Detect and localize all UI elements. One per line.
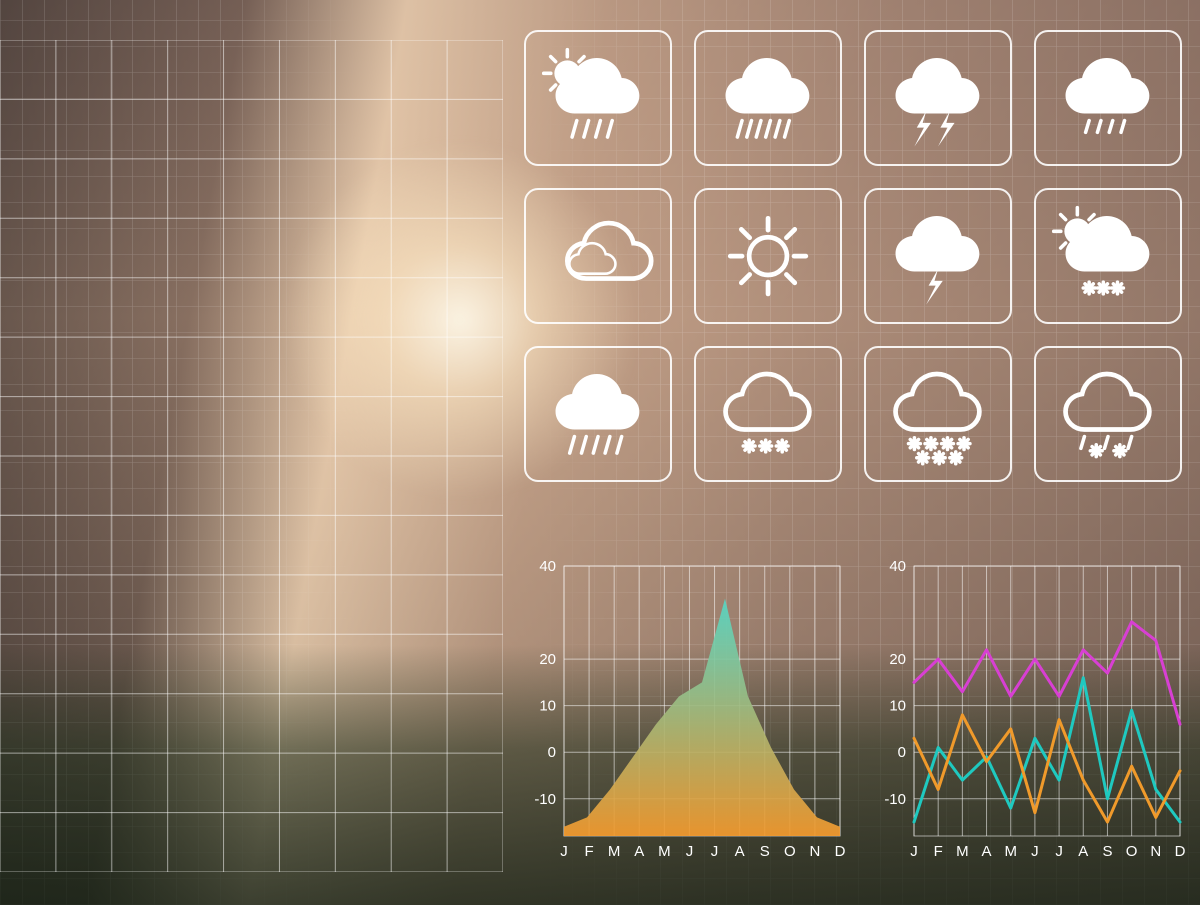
svg-text:O: O — [784, 843, 796, 860]
svg-text:D: D — [835, 843, 846, 860]
canvas: -100102040JFMAMJJASOND -100102040JFMAMJJ… — [0, 0, 1200, 905]
weather-tile-cloud-sleet-outline — [1034, 346, 1182, 482]
svg-text:J: J — [1031, 843, 1039, 860]
svg-text:O: O — [1126, 843, 1138, 860]
svg-text:20: 20 — [889, 651, 906, 668]
rain-cloud-heavy-icon — [709, 44, 827, 152]
weather-tile-sunny — [694, 188, 842, 324]
partly-cloudy-outline-icon — [539, 202, 657, 310]
sun-cloud-snow-icon — [1049, 202, 1167, 310]
svg-text:J: J — [560, 843, 568, 860]
svg-text:J: J — [910, 843, 918, 860]
svg-text:S: S — [1102, 843, 1112, 860]
svg-text:-10: -10 — [884, 791, 906, 808]
svg-text:20: 20 — [539, 651, 556, 668]
sunny-icon — [709, 202, 827, 310]
cloud-snow-heavy-outline-icon — [879, 360, 997, 468]
svg-text:M: M — [1004, 843, 1017, 860]
cloud-rain-light-icon — [1049, 44, 1167, 152]
weather-tile-thunderstorm — [864, 30, 1012, 166]
line-chart: -100102040JFMAMJJASOND — [870, 560, 1190, 870]
svg-text:A: A — [982, 843, 992, 860]
svg-text:10: 10 — [539, 698, 556, 715]
svg-text:0: 0 — [898, 744, 906, 761]
svg-text:J: J — [1055, 843, 1063, 860]
svg-text:A: A — [634, 843, 644, 860]
svg-text:F: F — [585, 843, 594, 860]
svg-text:D: D — [1175, 843, 1186, 860]
cloud-rain-fill-icon — [539, 360, 657, 468]
svg-text:A: A — [1078, 843, 1088, 860]
svg-text:M: M — [658, 843, 671, 860]
svg-text:A: A — [735, 843, 745, 860]
cloud-lightning-icon — [879, 202, 997, 310]
svg-text:J: J — [711, 843, 719, 860]
background-grid — [0, 40, 503, 872]
svg-text:0: 0 — [548, 744, 556, 761]
weather-tile-cloud-snow-heavy-outline — [864, 346, 1012, 482]
weather-tile-cloud-rain-fill — [524, 346, 672, 482]
weather-tile-rain-cloud-heavy — [694, 30, 842, 166]
svg-text:40: 40 — [539, 560, 556, 575]
svg-text:J: J — [686, 843, 694, 860]
weather-tile-cloud-lightning — [864, 188, 1012, 324]
weather-icon-grid — [524, 30, 1182, 482]
svg-text:N: N — [1150, 843, 1161, 860]
weather-tile-sun-cloud-snow — [1034, 188, 1182, 324]
cloud-snow-outline-icon — [709, 360, 827, 468]
svg-text:M: M — [608, 843, 621, 860]
svg-text:S: S — [760, 843, 770, 860]
svg-text:M: M — [956, 843, 969, 860]
thunderstorm-icon — [879, 44, 997, 152]
weather-tile-sun-rain-cloud — [524, 30, 672, 166]
svg-text:-10: -10 — [534, 791, 556, 808]
svg-text:10: 10 — [889, 698, 906, 715]
weather-tile-cloud-rain-light — [1034, 30, 1182, 166]
weather-tile-partly-cloudy-outline — [524, 188, 672, 324]
weather-tile-cloud-snow-outline — [694, 346, 842, 482]
svg-text:N: N — [809, 843, 820, 860]
svg-text:F: F — [934, 843, 943, 860]
area-chart: -100102040JFMAMJJASOND — [520, 560, 850, 870]
cloud-sleet-outline-icon — [1049, 360, 1167, 468]
svg-text:40: 40 — [889, 560, 906, 575]
sun-rain-cloud-icon — [539, 44, 657, 152]
